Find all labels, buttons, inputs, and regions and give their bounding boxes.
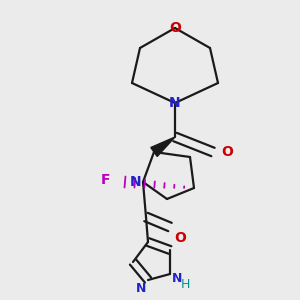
Text: O: O [174, 231, 186, 245]
Text: N: N [169, 96, 181, 110]
Polygon shape [151, 137, 175, 157]
Text: N: N [136, 282, 146, 295]
Text: H: H [181, 278, 190, 291]
Text: N: N [129, 175, 141, 189]
Text: F: F [100, 173, 110, 187]
Text: O: O [221, 145, 233, 159]
Text: N: N [172, 272, 182, 285]
Text: O: O [169, 21, 181, 35]
